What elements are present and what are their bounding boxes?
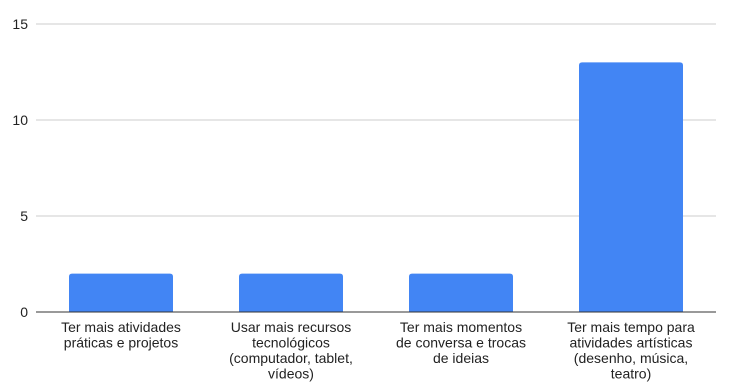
x-category-label-2: Usar mais recursos tecnológicos (computado… — [229, 319, 353, 382]
x-category-label-4: Ter mais tempo para atividades artísticas… — [567, 319, 695, 382]
y-axis-ticks: 0 5 10 15 — [12, 16, 28, 320]
bar-2 — [239, 273, 343, 312]
x-axis-category-labels: Ter mais atividades práticas e projetos Us… — [61, 319, 695, 382]
x-category-label-1: Ter mais atividades práticas e projetos — [61, 319, 181, 351]
bar-1 — [69, 273, 173, 312]
bars — [69, 62, 683, 313]
bar-4 — [579, 62, 683, 313]
bar-3 — [409, 273, 513, 312]
y-tick-label: 5 — [20, 208, 28, 224]
y-tick-label: 15 — [12, 16, 28, 32]
y-tick-label: 0 — [20, 304, 28, 320]
y-tick-label: 10 — [12, 112, 28, 128]
x-category-label-3: Ter mais momentos de conversa e trocas de … — [396, 319, 526, 366]
